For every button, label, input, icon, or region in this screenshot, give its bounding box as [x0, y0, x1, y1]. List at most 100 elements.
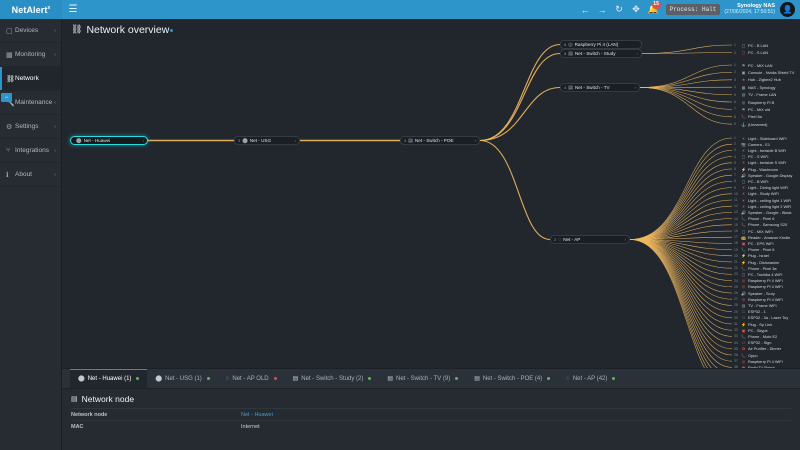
leaf-node[interactable]: 26 🔊 Speaker - Sony	[734, 290, 775, 296]
leaf-node[interactable]: 7 ⚑ PC - MIX old	[734, 106, 770, 112]
sidebar-item-maintenance[interactable]: 🔧 Maintenance ‹	[0, 91, 61, 115]
back-icon[interactable]: ←	[580, 4, 590, 15]
leaf-label: Phone - Pixel 6	[748, 247, 775, 253]
sidebar-item-monitoring[interactable]: ▩ Monitoring ‹	[0, 43, 61, 67]
tab-status-dot	[273, 377, 277, 380]
leaf-node[interactable]: 6 ◎ Raspberry Pi B	[734, 99, 774, 105]
leaf-node[interactable]: 18 ▣ PC - EPS WiFi	[734, 240, 774, 246]
network-graph-canvas[interactable]: ⬤ Net - Huawei › 3 ⬤ Net - USG › 4 ▤ Net - Switch…	[62, 40, 800, 368]
leaf-label: RadioTV Robot	[748, 364, 775, 368]
leaf-node[interactable]: 13 🔊 Speaker - Google - Black	[734, 209, 791, 215]
node-type-icon: ◌	[558, 236, 562, 243]
leaf-node[interactable]: 8 ▢ PC - B WiFi	[734, 178, 768, 184]
hamburger-icon[interactable]: ☰	[68, 4, 78, 15]
sidebar-item-settings[interactable]: ⚙ Settings ‹	[0, 115, 61, 139]
app-logo[interactable]: NetAlertx	[0, 0, 62, 19]
leaf-node[interactable]: 10 ☀ Light - Study WiFi	[734, 191, 779, 197]
leaf-node[interactable]: 21 ⚡ Plug - Dishwasher	[734, 259, 780, 265]
leaf-node[interactable]: 3 ☀ Light - bedside B WiFi	[734, 147, 786, 153]
move-icon[interactable]: ✥	[632, 4, 640, 14]
sidebar-item-integrations[interactable]: ⑂ Integrations ‹	[0, 139, 61, 163]
detail-row-value[interactable]: Net - Huawei	[241, 411, 273, 418]
sidebar-item-devices[interactable]: ▢ Devices ‹	[0, 19, 61, 43]
leaf-device-icon: ☀	[741, 185, 746, 191]
leaf-port: 29	[734, 309, 738, 314]
graph-node-tv[interactable]: 4 ▤ Net - Switch - TV ›	[560, 83, 640, 92]
leaf-device-icon: □	[742, 315, 745, 321]
leaf-node[interactable]: 3 ★ Hub - Zigbee2 Hub	[734, 77, 781, 83]
sidebar-collapse-button[interactable]: −	[1, 93, 12, 102]
graph-node-study[interactable]: 8 ▤ Net - Switch - Study ›	[560, 49, 642, 58]
leaf-node[interactable]: 24 ◎ Raspberry Pi 4 WiFi	[734, 278, 783, 284]
leaf-node[interactable]: 29 □ ESP32 - 1	[734, 309, 766, 315]
graph-node-usg[interactable]: 3 ⬤ Net - USG ›	[234, 136, 300, 145]
leaf-node[interactable]: 25 ◎ Raspberry Pi 4 WiFi	[734, 284, 783, 290]
tab-net-usg-1[interactable]: ⬤ Net - USG (1)	[147, 369, 217, 389]
leaf-node[interactable]: 9 ⚓ (Unnamed)	[734, 121, 767, 127]
leaf-node[interactable]: 22 📞 Phone - Pixel 3a	[734, 265, 777, 271]
leaf-node[interactable]: 30 □ ESP32 - 3a - Laser Toy	[734, 315, 788, 321]
leaf-node[interactable]: 2 ▢ PC - S LAN	[734, 50, 768, 56]
leaf-node[interactable]: 14 📞 Phone - Pixel 6	[734, 216, 774, 222]
leaf-node[interactable]: 11 ☀ Light - ceiling light 1 WiFi	[734, 197, 791, 203]
node-type-icon: ◎	[568, 41, 573, 48]
leaf-node[interactable]: 16 ▢ PC - MIX WiFi	[734, 228, 773, 234]
collapse-glyph: −	[4, 94, 9, 101]
leaf-node[interactable]: 1 ☀ Light - Sideboard WiFi	[734, 135, 787, 141]
avatar[interactable]: 👤	[780, 2, 795, 17]
leaf-node[interactable]: 6 ⚡ Plug - Washroom	[734, 166, 778, 172]
tab-net-ap-42[interactable]: ◌ Net - AP (42)	[558, 369, 623, 389]
leaf-node[interactable]: 5 ☀ Light - bedside S WiFi	[734, 160, 786, 166]
tab-label: Net - Switch - POE (4)	[482, 375, 543, 382]
leaf-node[interactable]: 35 ✿ Air Purifier - Dinner	[734, 346, 781, 352]
tab-net-huawei-1[interactable]: ⬤ Net - Huawei (1)	[70, 368, 148, 389]
leaf-node[interactable]: 2 ▣ Console - Nvidia Shield TV	[734, 69, 794, 75]
leaf-node[interactable]: 5 ▤ TV - Frame LAN	[734, 92, 776, 98]
leaf-node[interactable]: 4 ▢ PC - S WiFi	[734, 154, 768, 160]
leaf-node[interactable]: 4 ▦ NAS - Synology	[734, 84, 775, 90]
leaf-node[interactable]: 19 📞 Phone - Pixel 6	[734, 247, 774, 253]
refresh-icon[interactable]: ↻	[615, 4, 623, 14]
graph-node-rpi4[interactable]: 8 ◎ Raspberry Pi 4 (LAN)	[560, 40, 642, 49]
leaf-node[interactable]: 1 ⚑ PC - MIX LAN	[734, 62, 772, 68]
leaf-node[interactable]: 28 ▤ TV - Frame WiFi	[734, 302, 777, 308]
leaf-node[interactable]: 2 📷 Camera - E1	[734, 141, 770, 147]
leaf-node[interactable]: 37 ◎ Raspberry Pi 4 WiFi	[734, 358, 783, 364]
leaf-node[interactable]: 23 ▢ PC - Toshiba 4 WiFi	[734, 271, 782, 277]
leaf-node[interactable]: 31 ⚡ Plug - Sp Link	[734, 321, 772, 327]
leaf-node[interactable]: 8 📞 Pixel 5a	[734, 114, 762, 120]
graph-node-poe[interactable]: 4 ▤ Net - Switch - POE ›	[400, 136, 480, 145]
tab-net-ap-old[interactable]: ◌ Net - AP OLD	[218, 369, 285, 389]
leaf-node[interactable]: 12 ☀ Light - ceiling light 2 WiFi	[734, 203, 791, 209]
leaf-node[interactable]: 32 ▣ PC - Skype	[734, 327, 768, 333]
leaf-node[interactable]: 1 ▢ PC - B LAN	[734, 42, 768, 48]
leaf-device-icon: 📞	[741, 352, 746, 358]
graph-node-ap[interactable]: 2 ◌ Net - AP ›	[550, 235, 630, 244]
leaf-device-icon: ⚡	[741, 166, 746, 172]
leaf-node[interactable]: 36 📞 Oppo	[734, 352, 758, 358]
leaf-port: 6	[734, 167, 736, 171]
tab-net-switch-tv-9[interactable]: ▤ Net - Switch - TV (9)	[379, 369, 466, 389]
sidebar-item-network[interactable]: ⛓ Network	[0, 67, 61, 91]
forward-icon[interactable]: →	[597, 4, 607, 15]
tab-net-switch-poe-4[interactable]: ▤ Net - Switch - POE (4)	[466, 369, 558, 389]
leaf-label: ESP32 - 3a - Laser Toy	[748, 315, 789, 321]
leaf-label: Phone - Samsung S20	[748, 222, 788, 228]
leaf-node[interactable]: 7 🔊 Speaker - Google Display	[734, 172, 792, 178]
leaf-node[interactable]: 27 ◎ Raspberry Pi 4 WiFi	[734, 296, 783, 302]
tab-status-dot	[206, 377, 210, 380]
graph-node-huawei[interactable]: ⬤ Net - Huawei ›	[70, 136, 148, 145]
leaf-node[interactable]: 20 ⚡ Plug - Israel	[734, 253, 769, 259]
tab-net-switch-study-2[interactable]: ▤ Net - Switch - Study (2)	[285, 369, 380, 389]
leaf-device-icon: ▢	[741, 154, 746, 160]
chevron-right-icon: ‹	[54, 123, 56, 130]
leaf-node[interactable]: 15 📞 Phone - Samsung S20	[734, 222, 787, 228]
leaf-node[interactable]: 9 ☀ Light - Dining light WiFi	[734, 185, 788, 191]
leaf-node[interactable]: 34 □ ESP32 - Sign	[734, 340, 771, 346]
leaf-node[interactable]: 33 📞 Phone - Moto E2	[734, 333, 777, 339]
leaf-node[interactable]: 17 📻 Reader - Amazon Kindle	[734, 234, 790, 240]
leaf-node[interactable]: 38 ▣ RadioTV Robot	[734, 364, 775, 368]
notifications-bell-icon[interactable]: 🔔 15	[645, 0, 662, 19]
sidebar-item-about[interactable]: ℹ About ‹	[0, 163, 61, 187]
leaf-port: 10	[734, 191, 738, 196]
